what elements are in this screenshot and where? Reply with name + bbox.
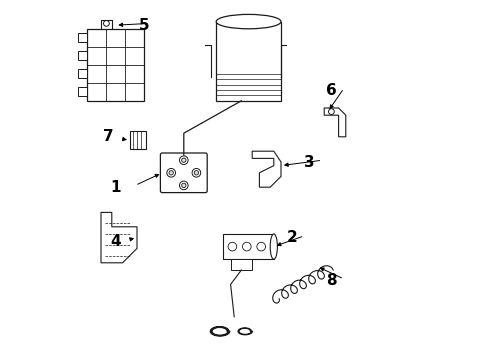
Text: 8: 8 <box>326 273 337 288</box>
Text: 6: 6 <box>326 82 337 98</box>
Bar <box>77 69 87 78</box>
Circle shape <box>182 183 186 188</box>
Text: 1: 1 <box>110 180 121 195</box>
Bar <box>130 131 146 149</box>
Circle shape <box>182 158 186 162</box>
Polygon shape <box>252 151 281 187</box>
Bar <box>87 29 144 101</box>
Text: 2: 2 <box>287 230 297 245</box>
FancyBboxPatch shape <box>160 153 207 193</box>
Circle shape <box>179 181 188 190</box>
Bar <box>77 51 87 60</box>
Text: 5: 5 <box>139 18 149 33</box>
Circle shape <box>328 109 334 114</box>
Bar <box>77 33 87 42</box>
Circle shape <box>179 156 188 165</box>
Polygon shape <box>101 212 137 263</box>
Circle shape <box>243 242 251 251</box>
Circle shape <box>192 168 201 177</box>
Ellipse shape <box>270 234 277 259</box>
Circle shape <box>103 21 109 26</box>
Bar <box>77 87 87 96</box>
Text: 4: 4 <box>110 234 121 249</box>
Ellipse shape <box>216 14 281 29</box>
Circle shape <box>167 168 175 177</box>
Bar <box>216 22 281 101</box>
Bar <box>231 259 252 270</box>
Bar <box>223 234 274 259</box>
Circle shape <box>194 171 198 175</box>
Circle shape <box>169 171 173 175</box>
Text: 3: 3 <box>304 154 315 170</box>
Text: 7: 7 <box>103 129 114 144</box>
Circle shape <box>257 242 266 251</box>
Polygon shape <box>324 108 346 137</box>
Circle shape <box>228 242 237 251</box>
